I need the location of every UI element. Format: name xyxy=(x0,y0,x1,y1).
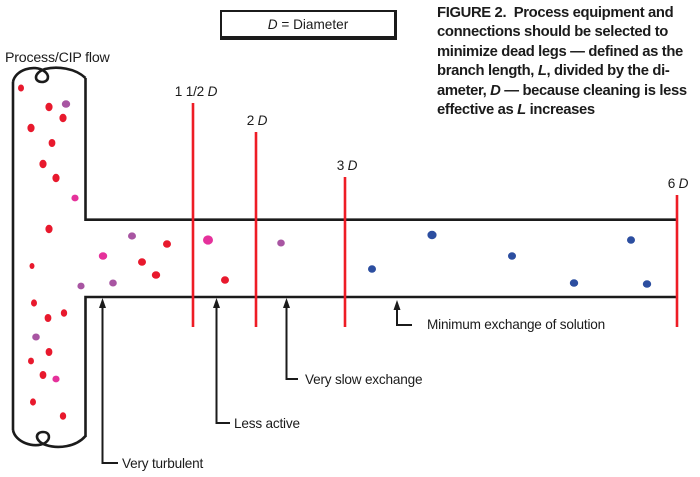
caption-line: effective as L increases xyxy=(437,102,595,119)
annotation-arrows xyxy=(99,298,412,464)
purple-particle-dot xyxy=(61,100,71,108)
marker-label-3d-prefix: 3 xyxy=(336,158,348,173)
caption-line: ameter, D — because cleaning is less xyxy=(437,82,687,99)
red-particle-dot xyxy=(52,173,60,183)
caption-line: branch length, L, divided by the di- xyxy=(437,63,670,80)
blue-particle-dot xyxy=(508,252,516,260)
red-particle-dot xyxy=(28,357,34,365)
pink-particle-dot xyxy=(203,235,213,245)
pipe-top-edge xyxy=(84,78,677,221)
less-active-arrow xyxy=(215,303,230,424)
red-particle-dot xyxy=(18,84,24,92)
legend-d-symbol: D xyxy=(267,16,278,32)
very-slow-exchange-arrow xyxy=(285,303,298,380)
red-particle-dot xyxy=(45,102,53,112)
blue-particle-dot xyxy=(427,230,437,240)
red-particle-dot xyxy=(138,258,146,266)
very-slow-arrowhead-icon xyxy=(283,298,290,308)
less-active-label: Less active xyxy=(234,416,300,431)
blue-particle-dot xyxy=(627,236,635,244)
purple-particle-dot xyxy=(32,333,40,341)
red-particle-dot xyxy=(39,159,47,169)
blue-particle-dot xyxy=(368,265,376,273)
legend-box: D = Diameter xyxy=(220,10,397,40)
red-particle-dot xyxy=(151,271,161,279)
red-particle-dot xyxy=(221,276,229,284)
marker-label-2d: 2 D xyxy=(247,113,268,128)
marker-label-1-5d-symbol: D xyxy=(207,84,218,99)
red-particle-dot xyxy=(27,123,35,133)
marker-label-2d-symbol: D xyxy=(257,113,268,128)
purple-particle-dot xyxy=(128,232,136,240)
marker-label-3d: 3 D xyxy=(337,158,358,173)
caption-line: connections should be selected to xyxy=(437,24,668,41)
very-slow-exchange-label: Very slow exchange xyxy=(305,372,423,387)
red-particle-dot xyxy=(45,348,53,356)
red-particle-dot xyxy=(44,314,52,322)
red-particle-dot xyxy=(48,139,56,147)
purple-particle-dot xyxy=(77,282,85,290)
less-active-arrowhead-icon xyxy=(213,298,220,308)
very-turbulent-arrow xyxy=(101,303,118,464)
pink-particle-dot xyxy=(98,252,108,260)
caption-line: FIGURE 2. Process equipment and xyxy=(437,5,674,21)
legend-text: = Diameter xyxy=(277,16,349,32)
marker-label-6d: 6 D xyxy=(668,176,689,191)
caption-line: minimize dead legs — defined as the xyxy=(437,43,683,60)
particle-dots xyxy=(18,84,652,420)
min-exchange-arrowhead-icon xyxy=(393,300,401,310)
process-cip-flow-label: Process/CIP flow xyxy=(5,50,110,66)
very-turbulent-arrowhead-icon xyxy=(99,298,106,308)
marker-label-1-5d-prefix: 1 1/2 xyxy=(174,84,208,99)
d-marker-lines xyxy=(191,103,679,327)
marker-label-6d-symbol: D xyxy=(678,176,689,191)
red-particle-dot xyxy=(30,398,36,406)
red-particle-dot xyxy=(31,299,37,307)
pipe-bottom-edge xyxy=(84,295,677,437)
red-particle-dot xyxy=(59,113,67,123)
red-particle-dot xyxy=(60,309,68,317)
red-particle-dot xyxy=(39,371,47,379)
pink-particle-dot xyxy=(71,194,79,202)
min-exchange-label: Minimum exchange of solution xyxy=(427,317,606,332)
purple-particle-dot xyxy=(109,279,117,287)
figure-caption: FIGURE 2. Process equipment and connectio… xyxy=(437,4,700,120)
min-exchange-arrow xyxy=(396,306,412,326)
marker-label-1-5d: 1 1/2 D xyxy=(174,84,218,99)
marker-label-6d-prefix: 6 xyxy=(667,176,679,191)
red-particle-dot xyxy=(29,263,35,269)
pipe-break-bottom xyxy=(11,429,87,449)
marker-label-3d-symbol: D xyxy=(347,158,358,173)
marker-label-2d-prefix: 2 xyxy=(246,113,258,128)
red-particle-dot xyxy=(45,224,53,234)
blue-particle-dot xyxy=(569,279,579,287)
blue-particle-dot xyxy=(642,280,652,288)
pipe-break-top xyxy=(11,66,87,84)
red-particle-dot xyxy=(59,412,67,420)
pipe-outline xyxy=(11,66,677,449)
purple-particle-dot xyxy=(277,239,285,247)
red-particle-dot xyxy=(163,240,171,248)
very-turbulent-label: Very turbulent xyxy=(122,456,204,471)
pink-particle-dot xyxy=(52,375,60,383)
